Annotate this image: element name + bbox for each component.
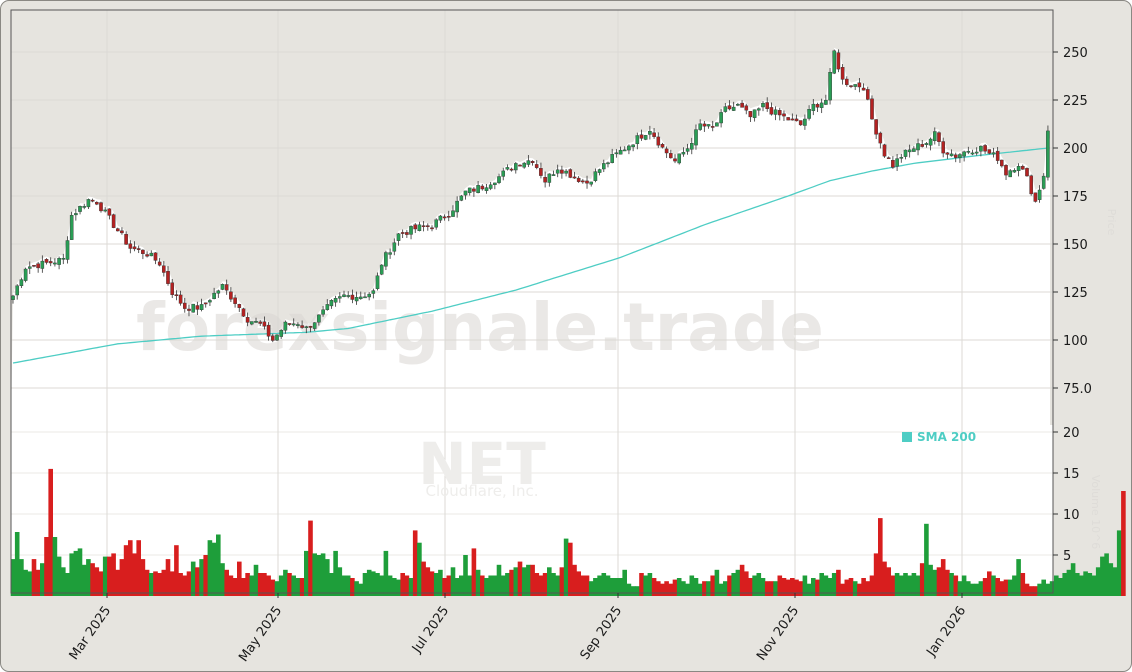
price-tick-label: 200 (1063, 142, 1088, 157)
candles (11, 49, 1050, 343)
date-tick-label: May 2025 (236, 604, 285, 665)
x-axis: Mar 2025 May 2025 Jul 2025 Sep 2025 Nov 2025… (67, 593, 970, 665)
watermark-company: Cloudflare, Inc. (425, 482, 538, 500)
grid-lines (11, 10, 1053, 593)
price-tick-label: 225 (1063, 94, 1088, 109)
date-tick-label: Mar 2025 (67, 604, 115, 663)
sma200-line (12, 147, 1048, 364)
volume-bars (10, 468, 1126, 596)
legend-sma-label: SMA 200 (917, 430, 976, 444)
legend-swatch-sma (902, 432, 912, 442)
watermark-site: forexsignale.trade (136, 289, 824, 366)
date-tick-label: Nov 2025 (754, 604, 802, 664)
price-tick-label: 75.0 (1063, 382, 1092, 397)
volume-tick-label: 20 (1063, 426, 1080, 441)
plot-border (10, 9, 1054, 594)
watermark-ticker: NET (418, 430, 546, 498)
price-tick-label: 100 (1063, 334, 1088, 349)
volume-axis-label: Volume 10^6 (1089, 475, 1102, 550)
price-tick-label: 175 (1063, 190, 1088, 205)
date-tick-label: Sep 2025 (578, 604, 626, 663)
price-tick-label: 250 (1063, 46, 1088, 61)
price-tick-label: 125 (1063, 286, 1088, 301)
price-area-fill (11, 47, 1050, 426)
price-axis-label: Price (1105, 209, 1118, 236)
price-tick-label: 150 (1063, 238, 1088, 253)
volume-tick-label: 10 (1063, 508, 1080, 523)
volume-tick-label: 15 (1063, 467, 1080, 482)
date-tick-label: Jul 2025 (409, 604, 452, 657)
y-axis: 250 225 200 175 150 125 100 75.0 20 15 10 5 (1053, 46, 1092, 564)
volume-tick-label: 5 (1063, 549, 1071, 564)
date-tick-label: Jan 2026 (924, 604, 970, 660)
